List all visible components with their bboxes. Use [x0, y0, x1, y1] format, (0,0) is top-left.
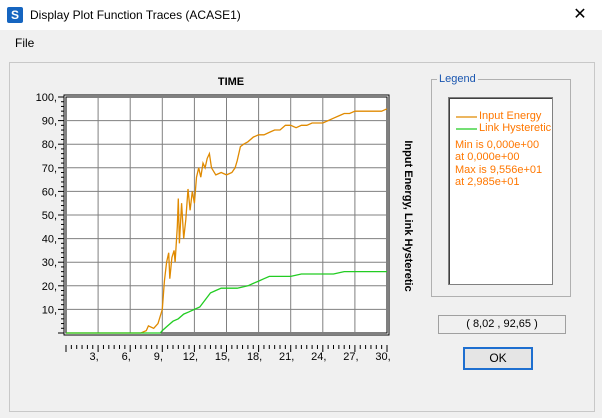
legend-min-at: at 0,000e+00 [455, 151, 520, 163]
series-line-link-hysteretic [66, 270, 387, 334]
coordinate-readout: ( 8,02 , 92,65 ) [438, 315, 566, 334]
ok-button[interactable]: OK [463, 347, 533, 370]
y-tick-label: 20, [42, 281, 57, 293]
x-tick-label: 3, [90, 351, 99, 363]
y-tick-label: 10, [42, 304, 57, 316]
y-tick-label: 60, [42, 186, 57, 198]
y-tick-label: 40, [42, 234, 57, 246]
x-tick-label: 30, [375, 351, 390, 363]
legend-caption: Legend [437, 73, 478, 85]
legend-max-value: Max is 9,556e+01 [455, 164, 543, 176]
x-tick-label: 12, [183, 351, 198, 363]
x-tick-label: 21, [279, 351, 294, 363]
content-frame [9, 62, 595, 412]
x-tick-label: 27, [343, 351, 358, 363]
y-axis-label: Input Energy, Link Hysteretic [402, 140, 414, 291]
y-tick-label: 90, [42, 116, 57, 128]
close-button[interactable]: ✕ [573, 6, 587, 23]
y-tick-label: 80, [42, 139, 57, 151]
x-tick-label: 15, [215, 351, 230, 363]
x-tick-label: 9, [154, 351, 163, 363]
legend-group [431, 79, 571, 297]
legend-min-value: Min is 0,000e+00 [455, 139, 540, 151]
x-tick-label: 6, [122, 351, 131, 363]
y-tick-label: 70, [42, 163, 57, 175]
y-tick-label: 50, [42, 210, 57, 222]
grid-lines [66, 97, 387, 333]
legend-entry-link-hysteretic: Link Hysteretic [479, 122, 552, 134]
menu-file[interactable]: File [15, 36, 35, 50]
x-tick-label: 24, [311, 351, 326, 363]
y-tick-label: 100, [36, 92, 57, 104]
app-icon: S [7, 7, 23, 23]
legend-max-at: at 2,985e+01 [455, 176, 520, 188]
title-bar: S Display Plot Function Traces (ACASE1) … [0, 0, 602, 30]
legend-box: Input Energy Link Hysteretic Min is 0,00… [448, 97, 553, 285]
menu-bar: File [0, 30, 602, 54]
x-tick-label: 18, [247, 351, 262, 363]
chart-title: TIME [218, 76, 244, 88]
y-tick-label: 30, [42, 257, 57, 269]
x-axis-ticks: 3, 6, 9, 12, 15, 18, 21, 24, 27, 30, [65, 345, 391, 363]
y-axis-ticks: 10, 20, 30, 40, 50, 60, 70, 80, 90, 100, [36, 92, 64, 334]
legend-entry-input-energy: Input Energy [479, 110, 542, 122]
window-title: Display Plot Function Traces (ACASE1) [30, 8, 241, 22]
series-line-input-energy [66, 108, 388, 334]
